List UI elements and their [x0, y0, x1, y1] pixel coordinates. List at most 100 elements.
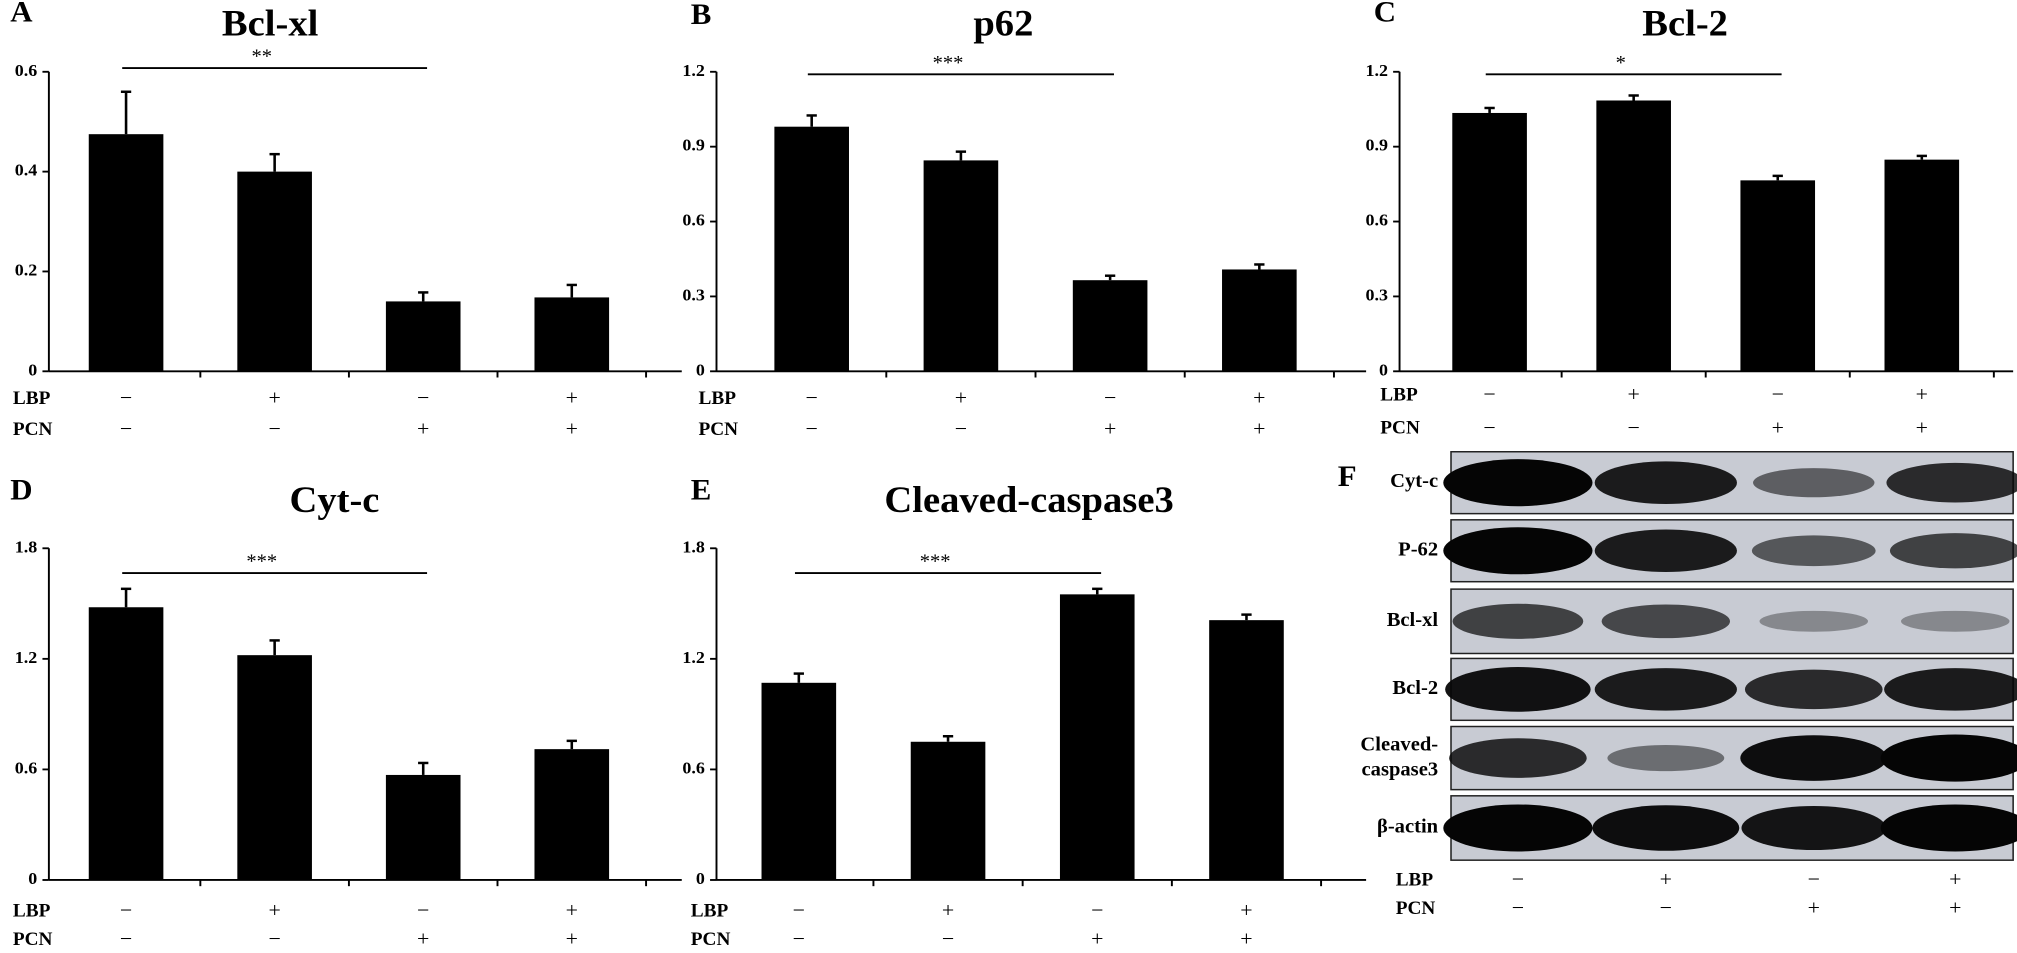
treatment-sign: −: [417, 898, 429, 922]
chart-title: Cyt-c: [289, 480, 379, 521]
error-bar: [418, 291, 429, 302]
error-bar: [1104, 274, 1116, 281]
y-tick-label: 0: [696, 868, 705, 888]
treatment-sign: +: [942, 898, 954, 922]
treatment-sign: +: [1253, 417, 1265, 441]
y-tick-label: 0: [28, 360, 37, 380]
y-tick-label: 0: [1379, 360, 1388, 380]
blot-band: [1886, 462, 2017, 503]
y-tick-label: 0.6: [682, 758, 705, 778]
y-tick-label: 0.6: [682, 210, 705, 230]
y-tick-label: 0.3: [682, 285, 705, 305]
treatment-name: PCN: [13, 419, 53, 440]
bar: [1452, 112, 1527, 372]
blot-band: [1741, 805, 1887, 851]
blot-band: [1443, 527, 1593, 575]
treatment-name: PCN: [1396, 898, 1436, 919]
chart-title: p62: [973, 3, 1033, 44]
treatment-sign: −: [1660, 896, 1672, 920]
chart-title: Cleaved-caspase3: [884, 480, 1173, 521]
bar: [1222, 269, 1297, 372]
treatment-sign: −: [268, 417, 280, 441]
treatment-name: PCN: [1380, 418, 1420, 439]
error-bar: [1484, 106, 1495, 113]
panel-letter: D: [10, 473, 32, 506]
treatment-sign: −: [1628, 416, 1640, 440]
error-bar: [1254, 263, 1265, 270]
bar: [1209, 620, 1284, 880]
treatment-sign: +: [566, 386, 578, 410]
blot-band: [1594, 668, 1737, 711]
significance-label: *: [1616, 52, 1626, 74]
blot-band: [1884, 668, 2017, 711]
y-tick-label: 0.6: [15, 60, 38, 80]
treatment-sign: +: [1628, 382, 1640, 406]
blot-band: [1449, 738, 1587, 778]
treatment-sign: −: [120, 898, 132, 922]
treatment-sign: +: [417, 927, 429, 951]
panel-letter: B: [691, 0, 712, 31]
bar: [761, 682, 837, 880]
error-bar: [120, 587, 132, 608]
bar: [385, 301, 461, 372]
treatment-sign: +: [1772, 416, 1784, 440]
blot-row-label-part: caspase3: [1362, 758, 1439, 780]
chart-title: Bcl-2: [1642, 3, 1728, 44]
treatment-sign: −: [1483, 382, 1495, 406]
panel-letter: C: [1374, 0, 1396, 29]
error-bar: [1628, 94, 1639, 101]
y-tick-label: 0.6: [15, 758, 38, 778]
blot-row-label: Bcl-xl: [1387, 609, 1439, 631]
treatment-sign: +: [1949, 896, 1961, 920]
error-bar: [566, 739, 577, 750]
y-tick-label: 0: [28, 868, 37, 888]
blot-band: [1452, 603, 1584, 639]
significance-label: **: [251, 46, 272, 68]
treatment-sign: +: [566, 417, 578, 441]
blot-band: [1901, 610, 2010, 632]
significance-label: ***: [246, 551, 277, 573]
blot-band: [1753, 468, 1875, 498]
blot-band: [1759, 610, 1868, 632]
error-bar: [955, 150, 967, 161]
treatment-sign: +: [1240, 898, 1252, 922]
treatment-sign: +: [1916, 382, 1928, 406]
panel-letter: A: [10, 0, 32, 29]
blot-row-label: P-62: [1398, 539, 1438, 561]
treatment-sign: −: [1512, 896, 1524, 920]
treatment-sign: −: [417, 386, 429, 410]
blot-band: [1594, 461, 1737, 504]
y-tick-label: 0.2: [15, 260, 38, 280]
treatment-sign: −: [120, 927, 132, 951]
treatment-name: LBP: [13, 388, 51, 409]
bar: [88, 607, 164, 880]
significance-label: ***: [920, 551, 951, 573]
y-tick-label: 0.9: [682, 135, 705, 155]
error-bar: [1916, 154, 1927, 160]
bar: [237, 655, 312, 880]
error-bar: [942, 735, 954, 742]
y-tick-label: 0.9: [1365, 135, 1388, 155]
error-bar: [418, 761, 429, 775]
treatment-sign: +: [1104, 417, 1116, 441]
treatment-sign: −: [806, 417, 818, 441]
blot-band: [1443, 459, 1593, 507]
treatment-name: LBP: [1396, 870, 1434, 891]
y-tick-label: 1.8: [682, 537, 705, 557]
y-tick-label: 1.8: [15, 537, 38, 557]
treatment-name: PCN: [691, 929, 731, 950]
blot-band: [1445, 667, 1591, 712]
y-tick-label: 0.6: [1365, 210, 1388, 230]
y-tick-label: 1.2: [1365, 60, 1388, 80]
blot-band: [1744, 669, 1883, 710]
blot-band: [1607, 744, 1725, 772]
treatment-name: PCN: [698, 419, 738, 440]
treatment-sign: −: [1512, 867, 1524, 891]
error-bar: [793, 672, 804, 683]
error-bar: [1092, 587, 1103, 595]
error-bar: [1772, 174, 1783, 181]
treatment-name: LBP: [691, 901, 729, 922]
treatment-sign: +: [1660, 867, 1672, 891]
treatment-sign: −: [120, 386, 132, 410]
